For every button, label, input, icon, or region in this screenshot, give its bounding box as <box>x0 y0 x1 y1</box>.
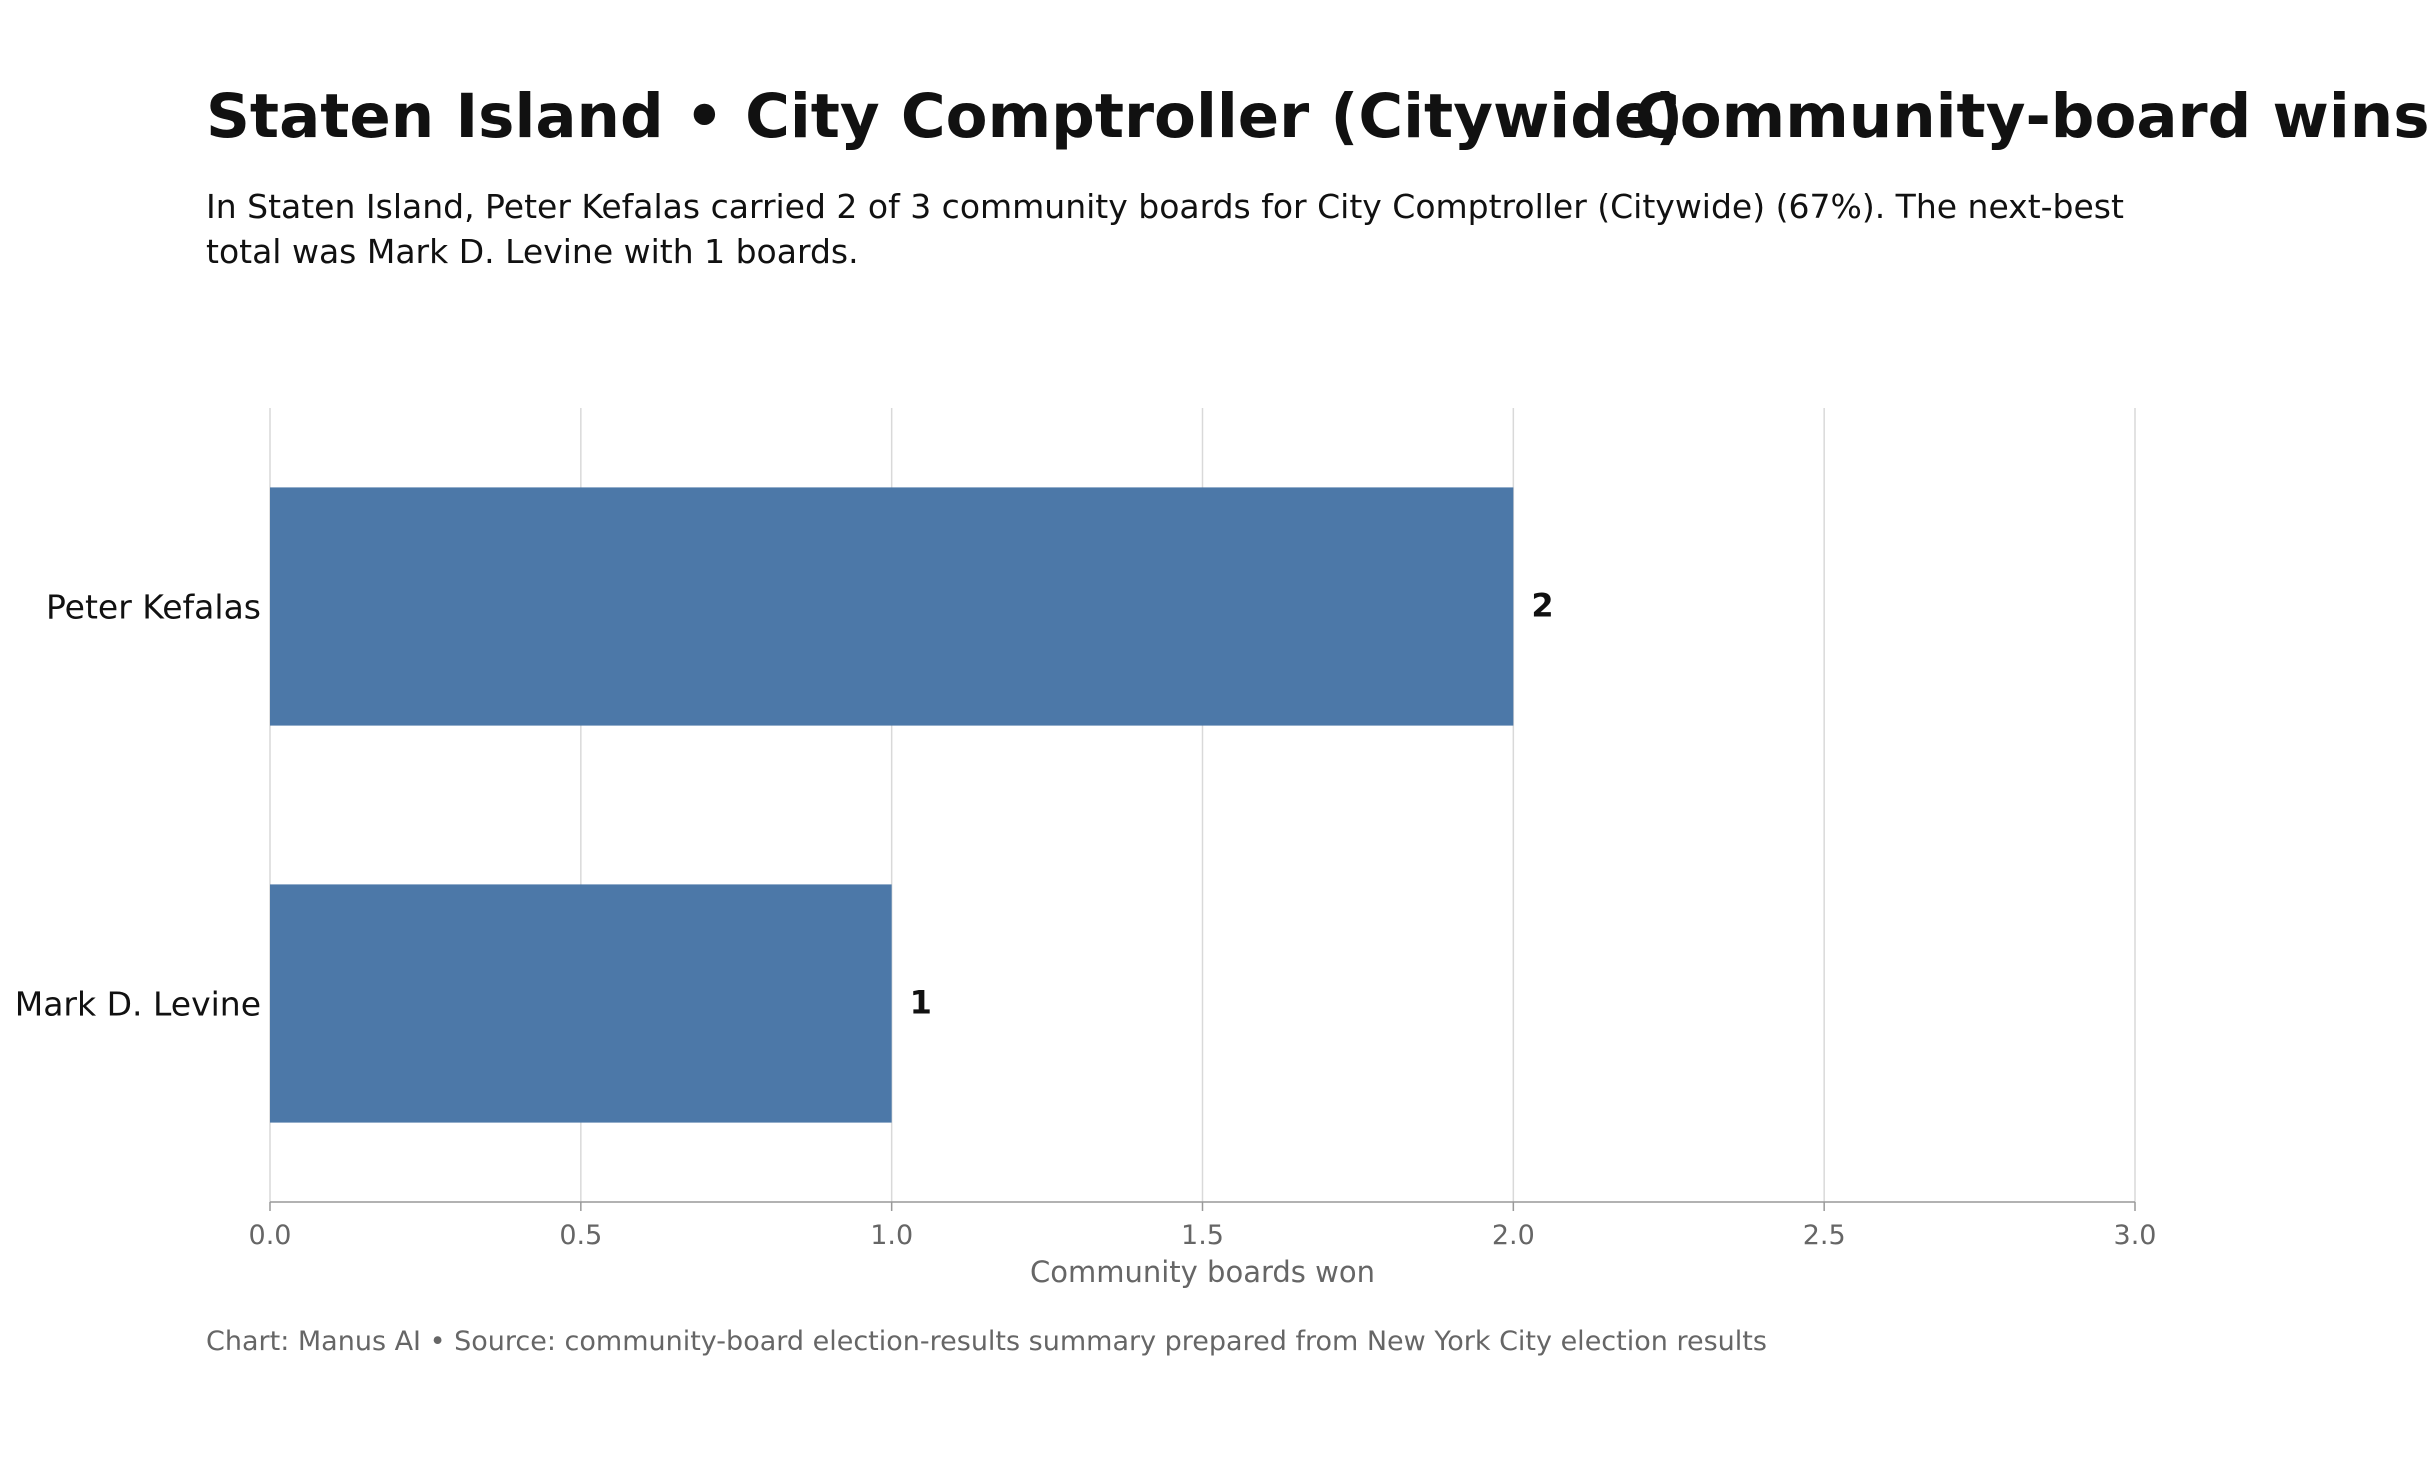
category-label: Mark D. Levine <box>15 985 261 1024</box>
x-tick-label: 2.0 <box>1492 1220 1535 1251</box>
data-labels: 21 <box>910 587 1554 1022</box>
y-axis-labels: Peter Kefalas Mark D. Levine <box>15 588 261 1024</box>
data-label: 1 <box>910 984 932 1022</box>
x-tick-label: 0.0 <box>249 1220 292 1251</box>
chart-title: Staten Island • City Comptroller (Citywi… <box>206 81 1684 152</box>
x-axis-title: Community boards won <box>1030 1255 1375 1289</box>
category-label: Peter Kefalas <box>46 588 261 627</box>
bars <box>270 487 1514 1123</box>
x-tick-label: 3.0 <box>2114 1220 2157 1251</box>
source-credit: Chart: Manus AI • Source: community-boar… <box>206 1326 1767 1357</box>
x-tick-label: 1.5 <box>1181 1220 1224 1251</box>
chart-title-secondary: Community-board wins <box>1635 81 2429 152</box>
x-axis-ticks: 0.0 0.5 1.0 1.5 2.0 2.5 3.0 <box>249 1202 2157 1251</box>
data-label: 2 <box>1531 587 1553 625</box>
x-tick-label: 2.5 <box>1803 1220 1846 1251</box>
chart-subtitle: In Staten Island, Peter Kefalas carried … <box>206 187 2124 271</box>
x-tick-label: 1.0 <box>870 1220 913 1251</box>
bar <box>270 487 1514 726</box>
bar <box>270 884 892 1123</box>
x-tick-label: 0.5 <box>559 1220 602 1251</box>
